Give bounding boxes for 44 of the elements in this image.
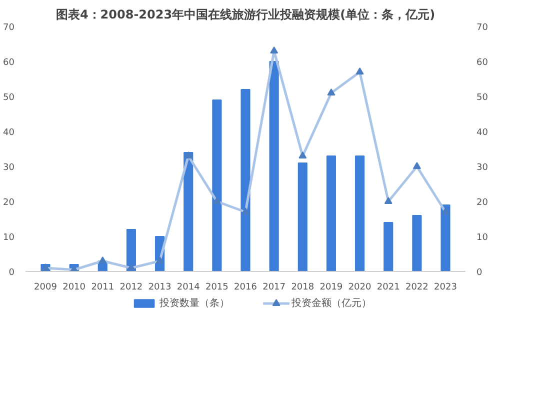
x-tick-label: 2021 xyxy=(376,282,400,292)
y2-tick-label: 20 xyxy=(476,198,488,208)
x-tick-label: 2009 xyxy=(34,282,58,292)
y2-tick-label: 0 xyxy=(476,268,482,278)
y2-tick-label: 40 xyxy=(476,128,488,138)
bar xyxy=(212,100,222,272)
y-tick-label: 30 xyxy=(3,163,15,173)
bar xyxy=(384,222,394,272)
x-tick-label: 2012 xyxy=(120,282,143,292)
y-tick-label: 10 xyxy=(3,233,15,243)
y-tick-label: 0 xyxy=(8,268,15,278)
bar xyxy=(412,215,422,272)
x-tick-label: 2015 xyxy=(205,282,228,292)
x-tick-label: 2010 xyxy=(62,282,86,292)
bar xyxy=(326,156,336,272)
bar xyxy=(440,204,450,272)
y2-tick-label: 70 xyxy=(476,23,488,33)
y-tick-label: 40 xyxy=(3,128,15,138)
x-tick-label: 2023 xyxy=(434,282,457,292)
bar xyxy=(269,61,279,272)
y2-tick-label: 10 xyxy=(476,233,488,243)
legend-label: 投资数量（条） xyxy=(158,297,230,309)
x-tick-label: 2014 xyxy=(176,282,200,292)
x-tick-label: 2017 xyxy=(262,282,286,292)
bar xyxy=(355,156,365,272)
chart-title: 图表4：2008-2023年中国在线旅游行业投融资规模(单位：条，亿元) xyxy=(56,8,436,22)
y-tick-label: 20 xyxy=(3,198,15,208)
x-tick-label: 2020 xyxy=(348,282,372,292)
y2-tick-label: 30 xyxy=(476,163,488,173)
x-tick-label: 2022 xyxy=(405,282,428,292)
y2-tick-label: 50 xyxy=(476,93,488,103)
x-tick-label: 2019 xyxy=(320,282,343,292)
bar xyxy=(184,152,194,272)
x-tick-label: 2013 xyxy=(148,282,172,292)
bar xyxy=(240,89,250,272)
x-tick-label: 2018 xyxy=(291,282,314,292)
x-tick-label: 2011 xyxy=(91,282,114,292)
y-tick-label: 70 xyxy=(3,23,15,33)
bar xyxy=(298,162,308,272)
y2-tick-label: 60 xyxy=(476,58,488,68)
y-tick-label: 60 xyxy=(3,58,15,68)
y-tick-label: 50 xyxy=(3,93,15,103)
legend-label: 投资金额（亿元） xyxy=(290,297,372,309)
x-tick-label: 2016 xyxy=(234,282,258,292)
